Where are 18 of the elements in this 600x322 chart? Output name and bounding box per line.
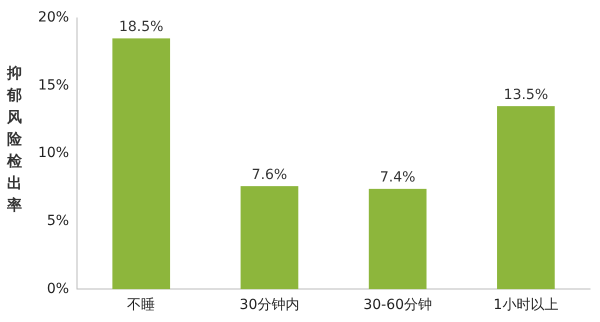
bar — [497, 106, 555, 290]
y-tick-label: 20% — [38, 10, 70, 26]
x-tick-label: 1小时以上 — [493, 297, 558, 314]
data-label: 18.5% — [118, 18, 164, 35]
data-label: 13.5% — [504, 86, 548, 103]
y-tick-label: 5% — [46, 213, 70, 230]
x-tick-label: 30分钟内 — [240, 297, 300, 314]
bar — [368, 188, 427, 290]
y-tick-label: 10% — [38, 145, 70, 162]
y-tick-label: 0% — [46, 280, 70, 297]
data-label: 7.6% — [252, 166, 288, 183]
bar — [240, 186, 298, 290]
x-tick-label: 不睡 — [127, 297, 156, 314]
x-tick-label: 30-60分钟 — [363, 297, 432, 314]
y-tick-label: 15% — [38, 77, 70, 94]
y-axis-title: 抑郁风险检出率 — [7, 63, 23, 216]
data-label: 7.4% — [380, 169, 416, 186]
bar — [112, 38, 170, 290]
